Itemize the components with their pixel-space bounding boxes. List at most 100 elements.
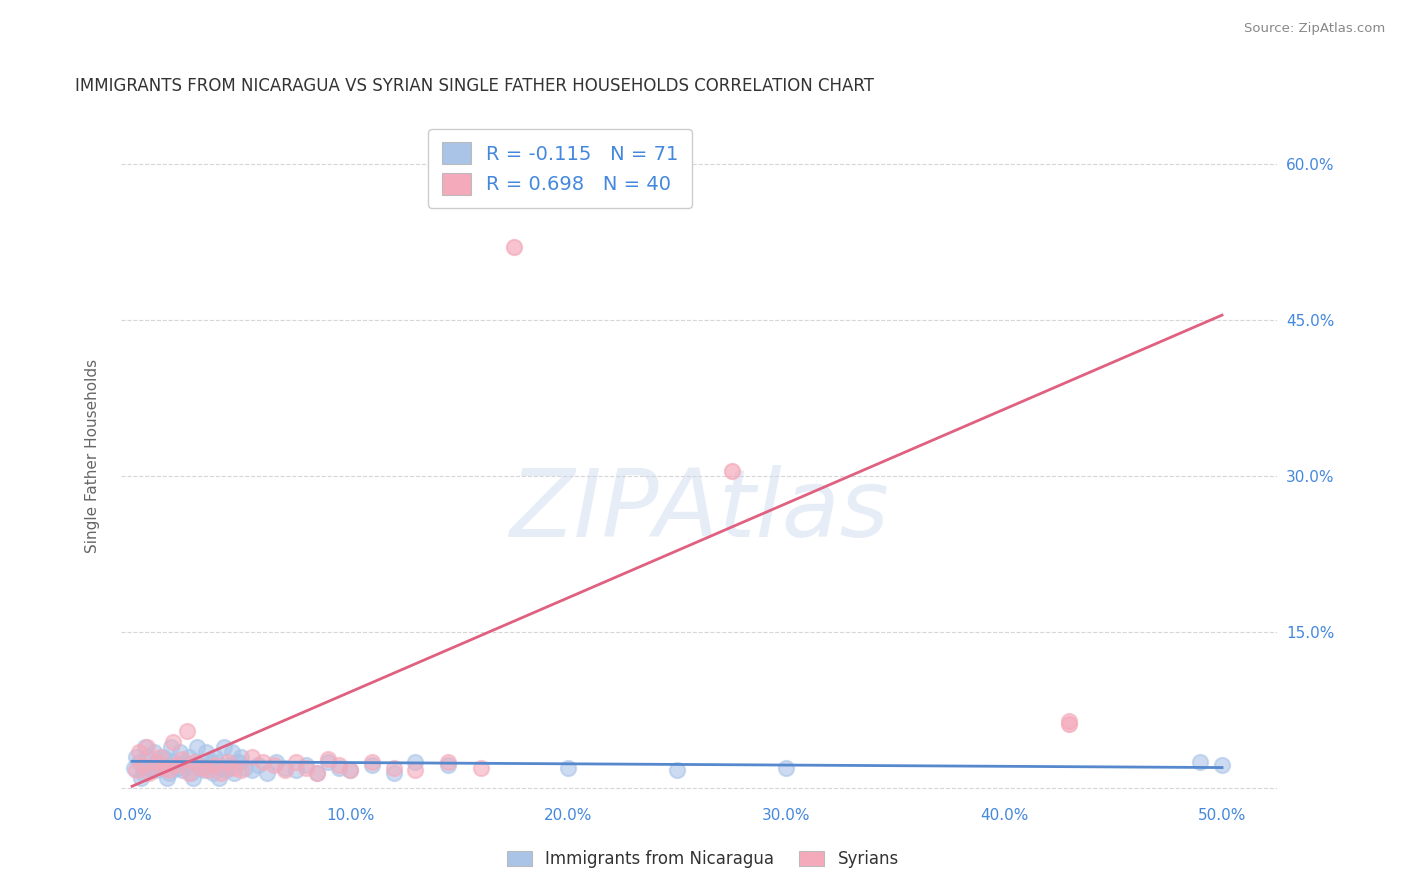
Point	[208, 771, 231, 785]
Point	[382, 765, 405, 780]
Point	[215, 763, 238, 777]
Point	[470, 760, 492, 774]
Point	[224, 760, 246, 774]
Point	[339, 763, 361, 777]
Point	[224, 765, 246, 780]
Point	[138, 765, 160, 780]
Point	[502, 240, 524, 254]
Point	[205, 756, 228, 770]
Point	[173, 756, 195, 770]
Point	[240, 763, 263, 777]
Point	[339, 763, 361, 777]
Point	[149, 758, 172, 772]
Point	[273, 763, 295, 777]
Point	[169, 745, 191, 759]
Point	[284, 763, 307, 777]
Point	[180, 765, 202, 780]
Point	[316, 756, 339, 770]
Point	[328, 760, 350, 774]
Point	[295, 760, 318, 774]
Point	[666, 763, 689, 777]
Point	[437, 756, 460, 770]
Point	[204, 750, 226, 764]
Point	[1189, 756, 1212, 770]
Point	[197, 758, 219, 772]
Point	[195, 745, 218, 759]
Point	[160, 739, 183, 754]
Point	[404, 763, 426, 777]
Point	[152, 750, 174, 764]
Point	[165, 760, 187, 774]
Point	[273, 760, 295, 774]
Point	[217, 760, 239, 774]
Point	[209, 760, 232, 774]
Point	[129, 771, 152, 785]
Point	[307, 765, 329, 780]
Y-axis label: Single Father Households: Single Father Households	[86, 359, 100, 552]
Point	[219, 758, 242, 772]
Point	[1211, 758, 1233, 772]
Point	[307, 765, 329, 780]
Point	[382, 760, 405, 774]
Point	[284, 756, 307, 770]
Point	[1059, 714, 1081, 728]
Point	[360, 758, 382, 772]
Point	[264, 756, 287, 770]
Point	[404, 756, 426, 770]
Legend: Immigrants from Nicaragua, Syrians: Immigrants from Nicaragua, Syrians	[501, 844, 905, 875]
Point	[122, 760, 145, 774]
Point	[149, 750, 172, 764]
Point	[212, 739, 235, 754]
Point	[225, 756, 247, 770]
Point	[188, 760, 211, 774]
Point	[145, 763, 167, 777]
Point	[1059, 717, 1081, 731]
Point	[177, 750, 200, 764]
Point	[145, 756, 167, 770]
Point	[328, 758, 350, 772]
Point	[142, 745, 165, 759]
Point	[217, 756, 239, 770]
Point	[295, 758, 318, 772]
Point	[156, 771, 179, 785]
Point	[128, 745, 150, 759]
Point	[172, 763, 194, 777]
Point	[162, 756, 184, 770]
Point	[316, 752, 339, 766]
Text: Source: ZipAtlas.com: Source: ZipAtlas.com	[1244, 22, 1385, 36]
Point	[240, 750, 263, 764]
Point	[125, 763, 148, 777]
Point	[176, 758, 198, 772]
Point	[247, 758, 270, 772]
Point	[141, 760, 163, 774]
Point	[176, 724, 198, 739]
Point	[125, 750, 148, 764]
Point	[177, 765, 200, 780]
Point	[191, 760, 214, 774]
Point	[229, 750, 252, 764]
Point	[209, 765, 232, 780]
Point	[360, 756, 382, 770]
Point	[172, 752, 194, 766]
Point	[162, 734, 184, 748]
Point	[252, 756, 274, 770]
Point	[229, 763, 252, 777]
Point	[181, 771, 204, 785]
Point	[235, 760, 257, 774]
Point	[152, 760, 174, 774]
Point	[138, 760, 160, 774]
Point	[197, 763, 219, 777]
Point	[193, 763, 215, 777]
Point	[221, 745, 243, 759]
Point	[256, 765, 278, 780]
Point	[134, 739, 156, 754]
Point	[136, 750, 159, 764]
Point	[201, 765, 224, 780]
Point	[204, 758, 226, 772]
Point	[157, 763, 180, 777]
Point	[136, 739, 159, 754]
Point	[148, 756, 170, 770]
Point	[165, 758, 187, 772]
Point	[128, 756, 150, 770]
Point	[200, 756, 222, 770]
